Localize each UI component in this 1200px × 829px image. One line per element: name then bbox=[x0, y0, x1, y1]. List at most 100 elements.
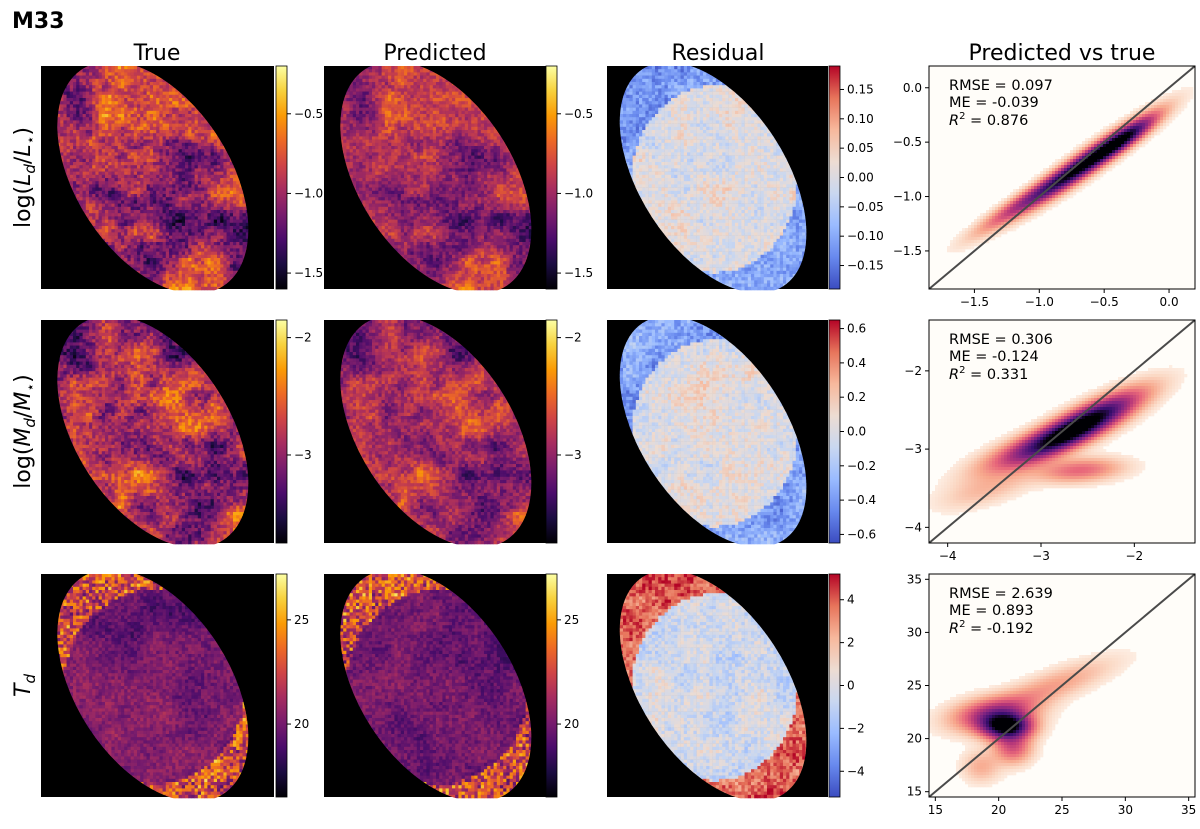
colorbar-tick-label: 0.00 bbox=[847, 171, 874, 185]
x-tick-label: −0.5 bbox=[1090, 295, 1119, 309]
row-label: Td bbox=[11, 674, 39, 697]
colorbar-tick-label: −2 bbox=[847, 721, 865, 735]
colorbar: −0.5 −1.0 −1.5 bbox=[275, 65, 323, 290]
residual-map-panel: 0.6 0.4 0.2 0.0 −0.2 −0.4 −0.6 bbox=[607, 319, 876, 545]
predicted-map-panel: −2 −3 bbox=[324, 319, 582, 545]
colorbar-tick-label: 20 bbox=[564, 717, 579, 731]
scatter-frame bbox=[928, 65, 1196, 290]
identity-line bbox=[929, 320, 1195, 543]
y-tick-label: 35 bbox=[907, 572, 922, 586]
colorbar-tick-label: −0.10 bbox=[847, 229, 884, 243]
colorbar: 0.6 0.4 0.2 0.0 −0.2 −0.4 −0.6 bbox=[828, 319, 876, 544]
colorbar-tick-label: −0.15 bbox=[847, 259, 884, 273]
y-tick-label: 0.0 bbox=[903, 81, 922, 95]
colorbar-tick-label: −0.05 bbox=[847, 200, 884, 214]
colorbar-tick-label: −0.6 bbox=[847, 527, 876, 541]
x-tick-label: −1.5 bbox=[960, 295, 989, 309]
residual-map-panel: 0.15 0.10 0.05 0.00 −0.05 −0.10 −0.15 bbox=[607, 65, 884, 291]
stat-r2: R2 = 0.876 bbox=[949, 111, 1028, 129]
colorbar-tick-label: −2 bbox=[564, 331, 582, 345]
true-map-panel: −2 −3 bbox=[41, 319, 312, 545]
y-tick-label: 25 bbox=[907, 679, 922, 693]
scatter-panel: −1.5 −1.0 −0.5 0.0 0.0 −0.5 −1.0 −1.5 RMSE = 0.0… bbox=[893, 65, 1196, 309]
colorbar: 0.15 0.10 0.05 0.00 −0.05 −0.10 −0.15 bbox=[828, 65, 884, 290]
y-tick-label: −3 bbox=[904, 442, 922, 456]
row-1: log(Ld/L⋆)−0.5−1.0−1.5−0.5−1.0−1.50.150.… bbox=[11, 65, 1196, 309]
y-tick-label: 15 bbox=[907, 785, 922, 799]
predicted-map-panel: 25 20 bbox=[324, 573, 579, 799]
colorbar-tick-label: 4 bbox=[847, 593, 855, 607]
column-title-residual: Residual bbox=[672, 41, 765, 66]
colorbar: 25 20 bbox=[545, 573, 579, 798]
x-tick-label: −2 bbox=[1125, 549, 1143, 563]
stat-r2: R2 = -0.192 bbox=[949, 619, 1034, 637]
x-tick-label: 15 bbox=[928, 803, 943, 817]
colorbar-tick-label: 0.0 bbox=[847, 425, 866, 439]
column-title-true: True bbox=[133, 41, 181, 66]
colorbar-tick-label: 0 bbox=[847, 679, 855, 693]
colorbar-tick-label: −1.0 bbox=[294, 186, 323, 200]
y-tick-label: 20 bbox=[907, 732, 922, 746]
y-tick-label: −1.0 bbox=[893, 190, 922, 204]
colorbar-tick-label: 0.05 bbox=[847, 141, 874, 155]
column-title-predicted: Predicted bbox=[383, 41, 486, 66]
colorbar-tick-label: −0.4 bbox=[847, 493, 876, 507]
y-tick-label: −0.5 bbox=[893, 135, 922, 149]
stat-me: ME = -0.124 bbox=[949, 349, 1039, 365]
colorbar-tick-label: 2 bbox=[847, 636, 855, 650]
colorbar-tick-label: −1.5 bbox=[564, 266, 593, 280]
density-field bbox=[947, 87, 1194, 253]
residual-map-panel: 4 2 0 −2 −4 bbox=[607, 573, 865, 799]
stat-rmse: RMSE = 0.306 bbox=[949, 332, 1053, 348]
row-label: log(Ld/L⋆) bbox=[11, 127, 39, 228]
colorbar-tick-label: −1.0 bbox=[564, 186, 593, 200]
x-tick-label: −1.0 bbox=[1025, 295, 1054, 309]
stat-me: ME = 0.893 bbox=[949, 603, 1034, 619]
colorbar-tick-label: −0.5 bbox=[294, 107, 323, 121]
row-label: log(Md/M⋆) bbox=[11, 374, 39, 488]
y-tick-label: 30 bbox=[907, 625, 922, 639]
x-tick-label: 25 bbox=[1054, 803, 1069, 817]
colorbar-tick-label: 20 bbox=[294, 717, 309, 731]
x-tick-label: 30 bbox=[1118, 803, 1133, 817]
x-tick-label: 20 bbox=[991, 803, 1006, 817]
colorbar-tick-label: 0.10 bbox=[847, 112, 874, 126]
x-tick-label: 0.0 bbox=[1160, 295, 1179, 309]
true-map-panel: −0.5 −1.0 −1.5 bbox=[41, 65, 323, 291]
colorbar: 25 20 bbox=[275, 573, 309, 798]
density-field bbox=[929, 365, 1188, 516]
identity-line bbox=[929, 66, 1195, 289]
figure-title: M33 bbox=[12, 9, 65, 34]
stat-me: ME = -0.039 bbox=[949, 95, 1039, 111]
colorbar-tick-label: −0.2 bbox=[847, 459, 876, 473]
stat-rmse: RMSE = 2.639 bbox=[949, 586, 1053, 602]
density-field bbox=[929, 649, 1137, 788]
colorbar-tick-label: −0.5 bbox=[564, 107, 593, 121]
colorbar-tick-label: −2 bbox=[294, 331, 312, 345]
x-tick-label: −4 bbox=[939, 549, 957, 563]
y-tick-label: −4 bbox=[904, 520, 922, 534]
colorbar-tick-label: 25 bbox=[294, 613, 309, 627]
colorbar-tick-label: 0.4 bbox=[847, 356, 866, 370]
stat-rmse: RMSE = 0.097 bbox=[949, 78, 1053, 94]
scatter-frame bbox=[928, 319, 1196, 544]
colorbar-tick-label: −3 bbox=[294, 448, 312, 462]
colorbar: −0.5 −1.0 −1.5 bbox=[545, 65, 593, 290]
y-tick-label: −1.5 bbox=[893, 244, 922, 258]
colorbar-tick-label: 0.2 bbox=[847, 390, 866, 404]
colorbar-tick-label: −3 bbox=[564, 448, 582, 462]
y-tick-label: −2 bbox=[904, 364, 922, 378]
identity-line bbox=[929, 574, 1195, 797]
colorbar-tick-label: 0.15 bbox=[847, 82, 874, 96]
colorbar-tick-label: −4 bbox=[847, 764, 865, 778]
x-tick-label: 35 bbox=[1181, 803, 1196, 817]
colorbar: −2 −3 bbox=[545, 319, 582, 544]
row-2: log(Md/M⋆) −2 −3 −2 −3 0.6 0.4 0.2 0.0 −0.2 −0.4 −0… bbox=[11, 319, 1196, 563]
colorbar-tick-label: −1.5 bbox=[294, 266, 323, 280]
colorbar-tick-label: 0.6 bbox=[847, 322, 866, 336]
colorbar: −2 −3 bbox=[275, 319, 312, 544]
